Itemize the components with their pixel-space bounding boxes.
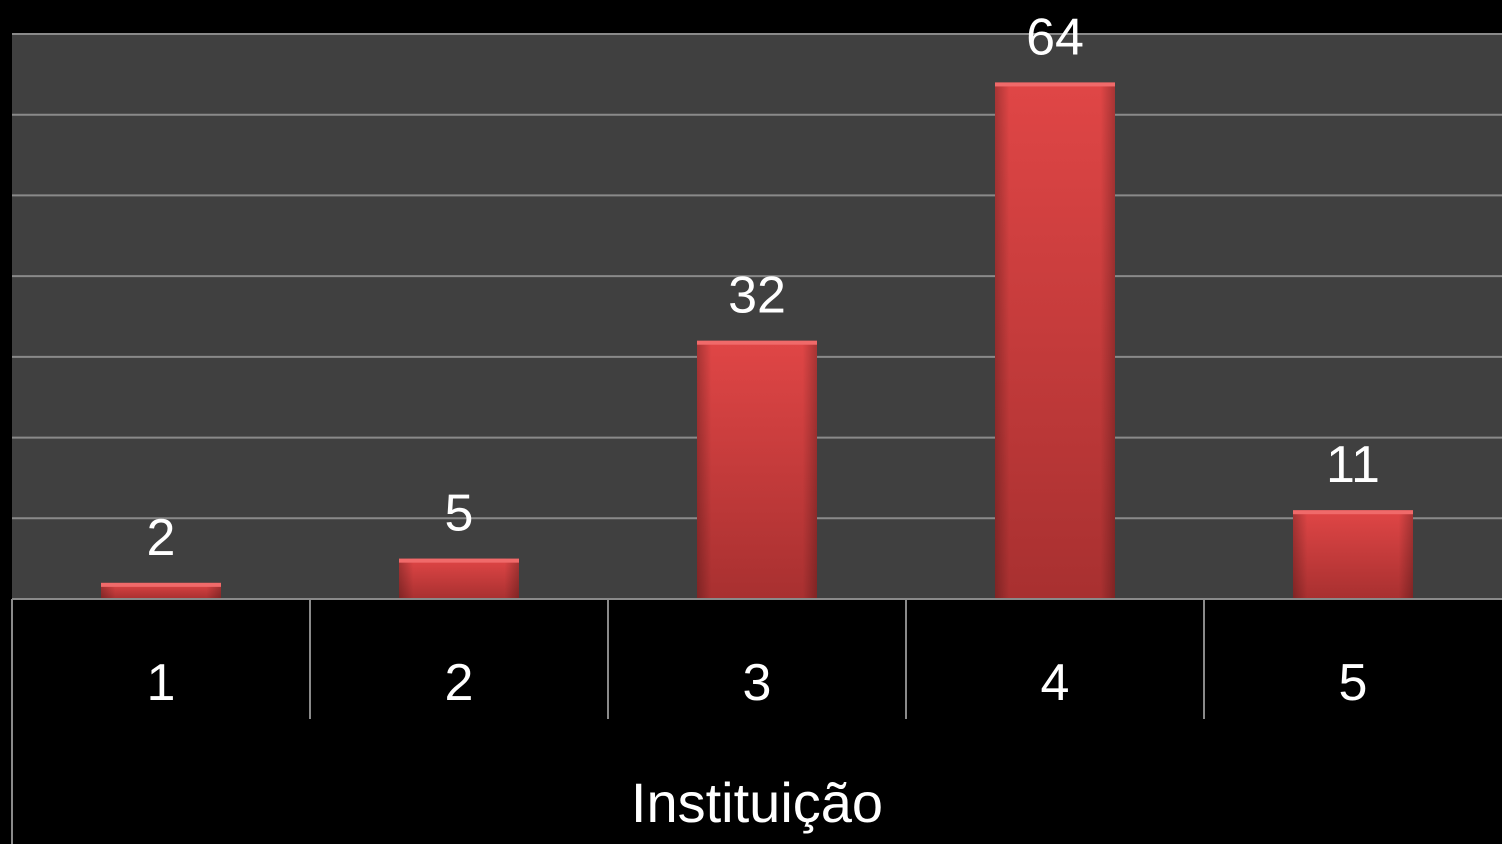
x-tick-label: 3 <box>743 654 772 712</box>
x-tick-label: 4 <box>1041 654 1070 712</box>
bar-shading <box>1293 510 1413 599</box>
x-tick-label: 5 <box>1339 654 1368 712</box>
data-label: 64 <box>1026 8 1084 66</box>
data-label: 11 <box>1326 436 1380 494</box>
data-labels: 2 5 32 64 11 <box>147 8 1380 566</box>
bar-highlight <box>995 82 1115 87</box>
bar-highlight <box>1293 510 1413 515</box>
bar-highlight <box>101 582 221 587</box>
bar-shading <box>995 82 1115 599</box>
x-axis <box>11 598 1502 844</box>
bar-shading <box>399 558 519 599</box>
data-label: 32 <box>728 267 786 325</box>
x-tick-label: 2 <box>445 654 474 712</box>
data-label: 2 <box>147 509 176 567</box>
x-tick-labels: 1 2 3 4 5 <box>147 654 1368 712</box>
data-label: 5 <box>445 485 474 543</box>
bar-highlight <box>697 340 817 345</box>
bar-shading <box>697 340 817 599</box>
x-axis-title: Instituição <box>631 771 883 834</box>
bar-shading <box>101 582 221 599</box>
bars <box>101 82 1413 599</box>
bar-highlight <box>399 558 519 563</box>
x-tick-label: 1 <box>147 654 176 712</box>
